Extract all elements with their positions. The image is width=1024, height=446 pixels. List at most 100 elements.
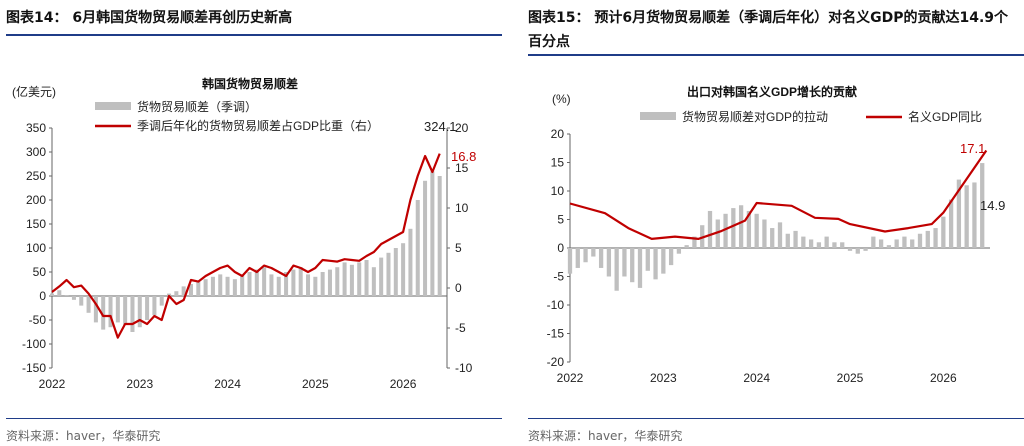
y-tick-label: -20 (547, 355, 565, 369)
bar (808, 239, 814, 248)
y-tick-label: 200 (26, 193, 46, 207)
bar (188, 284, 193, 296)
bar (606, 248, 612, 277)
annotation-line-last: 17.1 (960, 141, 985, 156)
y2-tick-label: -10 (455, 361, 473, 375)
bar (793, 230, 798, 248)
right-figure-title: 图表15： 预计6月货物贸易顺差（季调后年化）对名义GDP的贡献达14.9个百分… (528, 6, 1020, 54)
y-tick-label: 0 (39, 289, 46, 303)
bar (342, 262, 347, 296)
bar (630, 248, 635, 283)
bar (152, 296, 157, 316)
bar (661, 248, 666, 274)
x-tick-label: 2026 (930, 371, 957, 385)
y2-tick-label: 20 (455, 121, 469, 135)
bar (707, 210, 713, 248)
x-tick-label: 2023 (650, 371, 677, 385)
bar (583, 248, 588, 263)
right-source: 资料来源：haver，华泰研究 (528, 429, 683, 443)
bar (941, 216, 946, 248)
bar (71, 296, 76, 300)
chart-title: 韩国货物贸易顺差 (202, 76, 298, 91)
bar (79, 296, 84, 306)
bar (335, 267, 340, 296)
y2-tick-label: 0 (455, 281, 462, 295)
y-tick-label: 100 (26, 241, 46, 255)
bar (567, 248, 573, 274)
bar (614, 248, 619, 291)
bar (386, 252, 391, 296)
bar (327, 269, 332, 296)
bar (575, 248, 580, 268)
bar (57, 290, 62, 296)
bar (430, 171, 435, 296)
y-tick-label: -50 (29, 313, 47, 327)
bar (240, 274, 245, 296)
x-tick-label: 2022 (39, 377, 66, 391)
bar (203, 279, 208, 296)
x-tick-label: 2026 (390, 377, 417, 391)
annotation-line-last: 16.8 (451, 149, 476, 164)
legend-swatch-bar (640, 112, 676, 120)
bar (886, 245, 892, 248)
right-chart: 出口对韩国名义GDP增长的贡献 (%) 20 15 10 5 0 -5 -10 -15 -20 202… (547, 84, 1006, 385)
bar (637, 248, 643, 288)
bar (145, 296, 150, 320)
y-tick-label: 0 (557, 241, 564, 255)
bar (313, 276, 318, 296)
x-tick-label: 2025 (837, 371, 864, 385)
left-figure-title: 图表14： 6月韩国货物贸易顺差再创历史新高 (6, 10, 293, 26)
right-figure-title-text: 图表15： 预计6月货物贸易顺差（季调后年化）对名义GDP的贡献达14.9个百分… (528, 10, 1009, 50)
y-tick-label: -5 (553, 270, 564, 284)
y2-tick-label: 15 (455, 161, 469, 175)
legend-label: 名义GDP同比 (908, 109, 982, 124)
bar (401, 243, 406, 296)
y2-tick-label: 10 (455, 201, 469, 215)
bar (910, 239, 915, 248)
right-panel: 图表15： 预计6月货物贸易顺差（季调后年化）对名义GDP的贡献达14.9个百分… (522, 0, 1024, 446)
y-tick-label: 350 (26, 121, 46, 135)
bar (232, 279, 237, 296)
bar (49, 293, 55, 296)
chart-title: 出口对韩国名义GDP增长的贡献 (687, 84, 857, 99)
bar (408, 228, 413, 296)
series-line (569, 149, 988, 240)
y2-tick-label: -5 (455, 321, 466, 335)
y-tick-label: 150 (26, 217, 46, 231)
left-chart: 韩国货物贸易顺差(亿美元)350300250200150100500-50-10… (12, 76, 476, 391)
bar (816, 242, 822, 248)
bar (731, 208, 736, 248)
series-line (51, 153, 441, 339)
bar (357, 262, 362, 296)
left-source: 资料来源：haver，华泰研究 (6, 429, 161, 443)
bar (871, 236, 876, 248)
bar (225, 276, 230, 296)
bar (364, 260, 369, 296)
bar (247, 272, 252, 296)
bar (423, 180, 428, 296)
left-title-rule (6, 34, 502, 36)
y-tick-label: 5 (557, 213, 564, 227)
bar (676, 248, 682, 254)
y-tick-label: -100 (22, 337, 46, 351)
bar (306, 274, 311, 296)
bar (108, 296, 113, 328)
bar (622, 248, 627, 277)
annotation-bar-last: 324.1 (424, 119, 457, 134)
bar (645, 248, 650, 271)
left-source-rule (6, 418, 502, 419)
y-tick-label: 250 (26, 169, 46, 183)
bar (840, 242, 845, 248)
bar (832, 242, 837, 248)
x-tick-label: 2024 (214, 377, 241, 391)
y-tick-label: -10 (547, 298, 565, 312)
y-axis-label: (亿美元) (12, 84, 56, 99)
bar (684, 245, 689, 248)
x-tick-label: 2023 (126, 377, 153, 391)
bar (746, 210, 752, 248)
bar (254, 269, 259, 296)
bar (371, 267, 376, 296)
bar (894, 239, 899, 248)
bar (754, 213, 759, 248)
bar (123, 296, 128, 325)
